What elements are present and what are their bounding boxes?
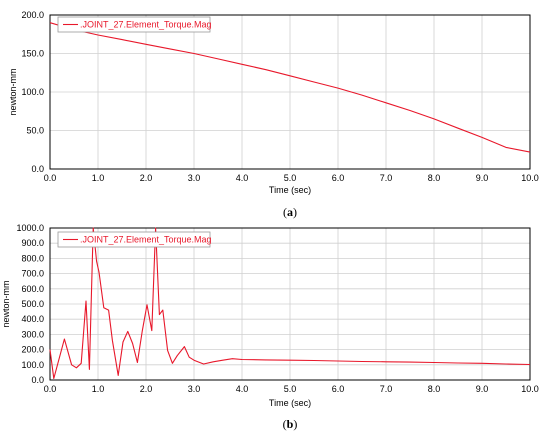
y-tick-label: 600.0 — [21, 284, 44, 294]
x-tick-label: 4.0 — [236, 384, 249, 394]
y-tick-label: 100.0 — [21, 360, 44, 370]
x-tick-label: 8.0 — [428, 173, 441, 183]
legend-label: .JOINT_27.Element_Torque.Mag — [80, 235, 212, 245]
x-axis-label: Time (sec) — [269, 398, 311, 408]
x-tick-label: 3.0 — [188, 384, 201, 394]
x-tick-label: 7.0 — [380, 384, 393, 394]
x-tick-label: 6.0 — [332, 384, 345, 394]
y-axis-label: newton-mm — [8, 68, 18, 115]
x-tick-label: 9.0 — [476, 384, 489, 394]
plot-frame — [49, 227, 531, 381]
y-axis-label: newton-mm — [1, 280, 11, 327]
legend-label: .JOINT_27.Element_Torque.Mag — [80, 20, 212, 30]
caption-letter: b — [287, 417, 294, 431]
x-tick-label: 8.0 — [428, 384, 441, 394]
y-tick-label: 900.0 — [21, 238, 44, 248]
series-line — [49, 227, 531, 380]
caption-letter: a — [287, 205, 293, 219]
x-tick-label: 5.0 — [284, 384, 297, 394]
y-tick-label: 150.0 — [21, 49, 44, 59]
x-tick-label: 0.0 — [44, 173, 57, 183]
x-tick-label: 9.0 — [476, 173, 489, 183]
legend: .JOINT_27.Element_Torque.Mag — [57, 16, 212, 33]
y-tick-label: 800.0 — [21, 253, 44, 263]
y-tick-label: 200.0 — [21, 345, 44, 355]
x-tick-label: 5.0 — [284, 173, 297, 183]
x-tick-label: 10.0 — [521, 384, 539, 394]
x-tick-label: 1.0 — [92, 173, 105, 183]
legend: .JOINT_27.Element_Torque.Mag — [57, 231, 212, 248]
x-axis-label: Time (sec) — [269, 185, 311, 195]
series-line — [49, 22, 531, 153]
x-tick-label: 2.0 — [140, 384, 153, 394]
caption-open: ( — [283, 205, 287, 219]
x-tick-label: 10.0 — [521, 173, 539, 183]
panel-caption: (b) — [283, 417, 298, 431]
caption-close: ) — [293, 205, 297, 219]
x-tick-label: 3.0 — [188, 173, 201, 183]
caption-close: ) — [293, 417, 297, 431]
y-tick-label: 200.0 — [21, 10, 44, 20]
y-tick-label: 0.0 — [31, 164, 44, 174]
panel-caption: (a) — [283, 205, 297, 219]
x-tick-label: 1.0 — [92, 384, 105, 394]
y-tick-label: 1000.0 — [16, 223, 44, 233]
x-tick-label: 6.0 — [332, 173, 345, 183]
chart-panel-b: 0.0 1.0 2.0 3.0 4.0 5.0 6.0 7.0 8.0 9.0 10.0 0.0 100… — [1, 223, 539, 431]
legend-box — [57, 231, 211, 248]
y-tick-label: 50.0 — [26, 126, 44, 136]
y-tick-label: 0.0 — [31, 375, 44, 385]
chart-panel-a: 0.0 1.0 2.0 3.0 4.0 5.0 6.0 7.0 8.0 9.0 10.0 0.0 50.… — [8, 10, 539, 219]
x-tick-label: 7.0 — [380, 173, 393, 183]
legend-box — [57, 16, 211, 33]
x-tick-label: 2.0 — [140, 173, 153, 183]
plot-frame — [49, 14, 531, 170]
y-tick-label: 500.0 — [21, 299, 44, 309]
y-tick-label: 400.0 — [21, 314, 44, 324]
y-tick-label: 300.0 — [21, 329, 44, 339]
x-tick-label: 4.0 — [236, 173, 249, 183]
x-tick-label: 0.0 — [44, 384, 57, 394]
y-tick-label: 100.0 — [21, 87, 44, 97]
y-tick-label: 700.0 — [21, 269, 44, 279]
caption-open: ( — [283, 417, 287, 431]
